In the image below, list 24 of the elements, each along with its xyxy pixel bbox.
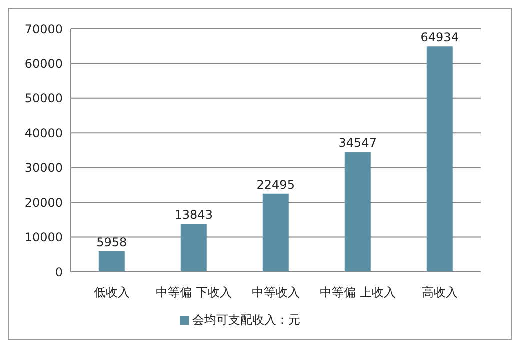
x-tick-label: 高收入 (422, 286, 458, 300)
data-label: 64934 (420, 30, 459, 45)
legend-label: 会均可支配收入：元 (192, 313, 300, 327)
y-tick-label: 50000 (24, 92, 63, 106)
x-tick-label: 低收入 (94, 286, 130, 300)
bar (180, 224, 207, 272)
x-tick-label: 中等偏 下收入 (156, 286, 232, 300)
data-label: 34547 (338, 136, 377, 150)
y-tick-label: 60000 (24, 56, 63, 71)
y-tick-label: 10000 (24, 230, 63, 245)
y-tick-label: 30000 (24, 161, 63, 176)
bar (98, 251, 125, 272)
y-tick-label: 40000 (24, 126, 63, 140)
bar (344, 152, 371, 272)
data-label: 22495 (256, 178, 295, 192)
data-label: 5958 (96, 235, 128, 250)
data-label: 13843 (174, 208, 213, 222)
x-tick-label: 中等偏 上收入 (320, 286, 396, 300)
y-tick-label: 20000 (24, 196, 63, 210)
x-tick-label: 中等收入 (252, 286, 300, 300)
bar (262, 194, 289, 272)
y-tick-label: 0 (55, 265, 63, 280)
bar (426, 46, 453, 272)
y-tick-label: 70000 (24, 22, 63, 36)
